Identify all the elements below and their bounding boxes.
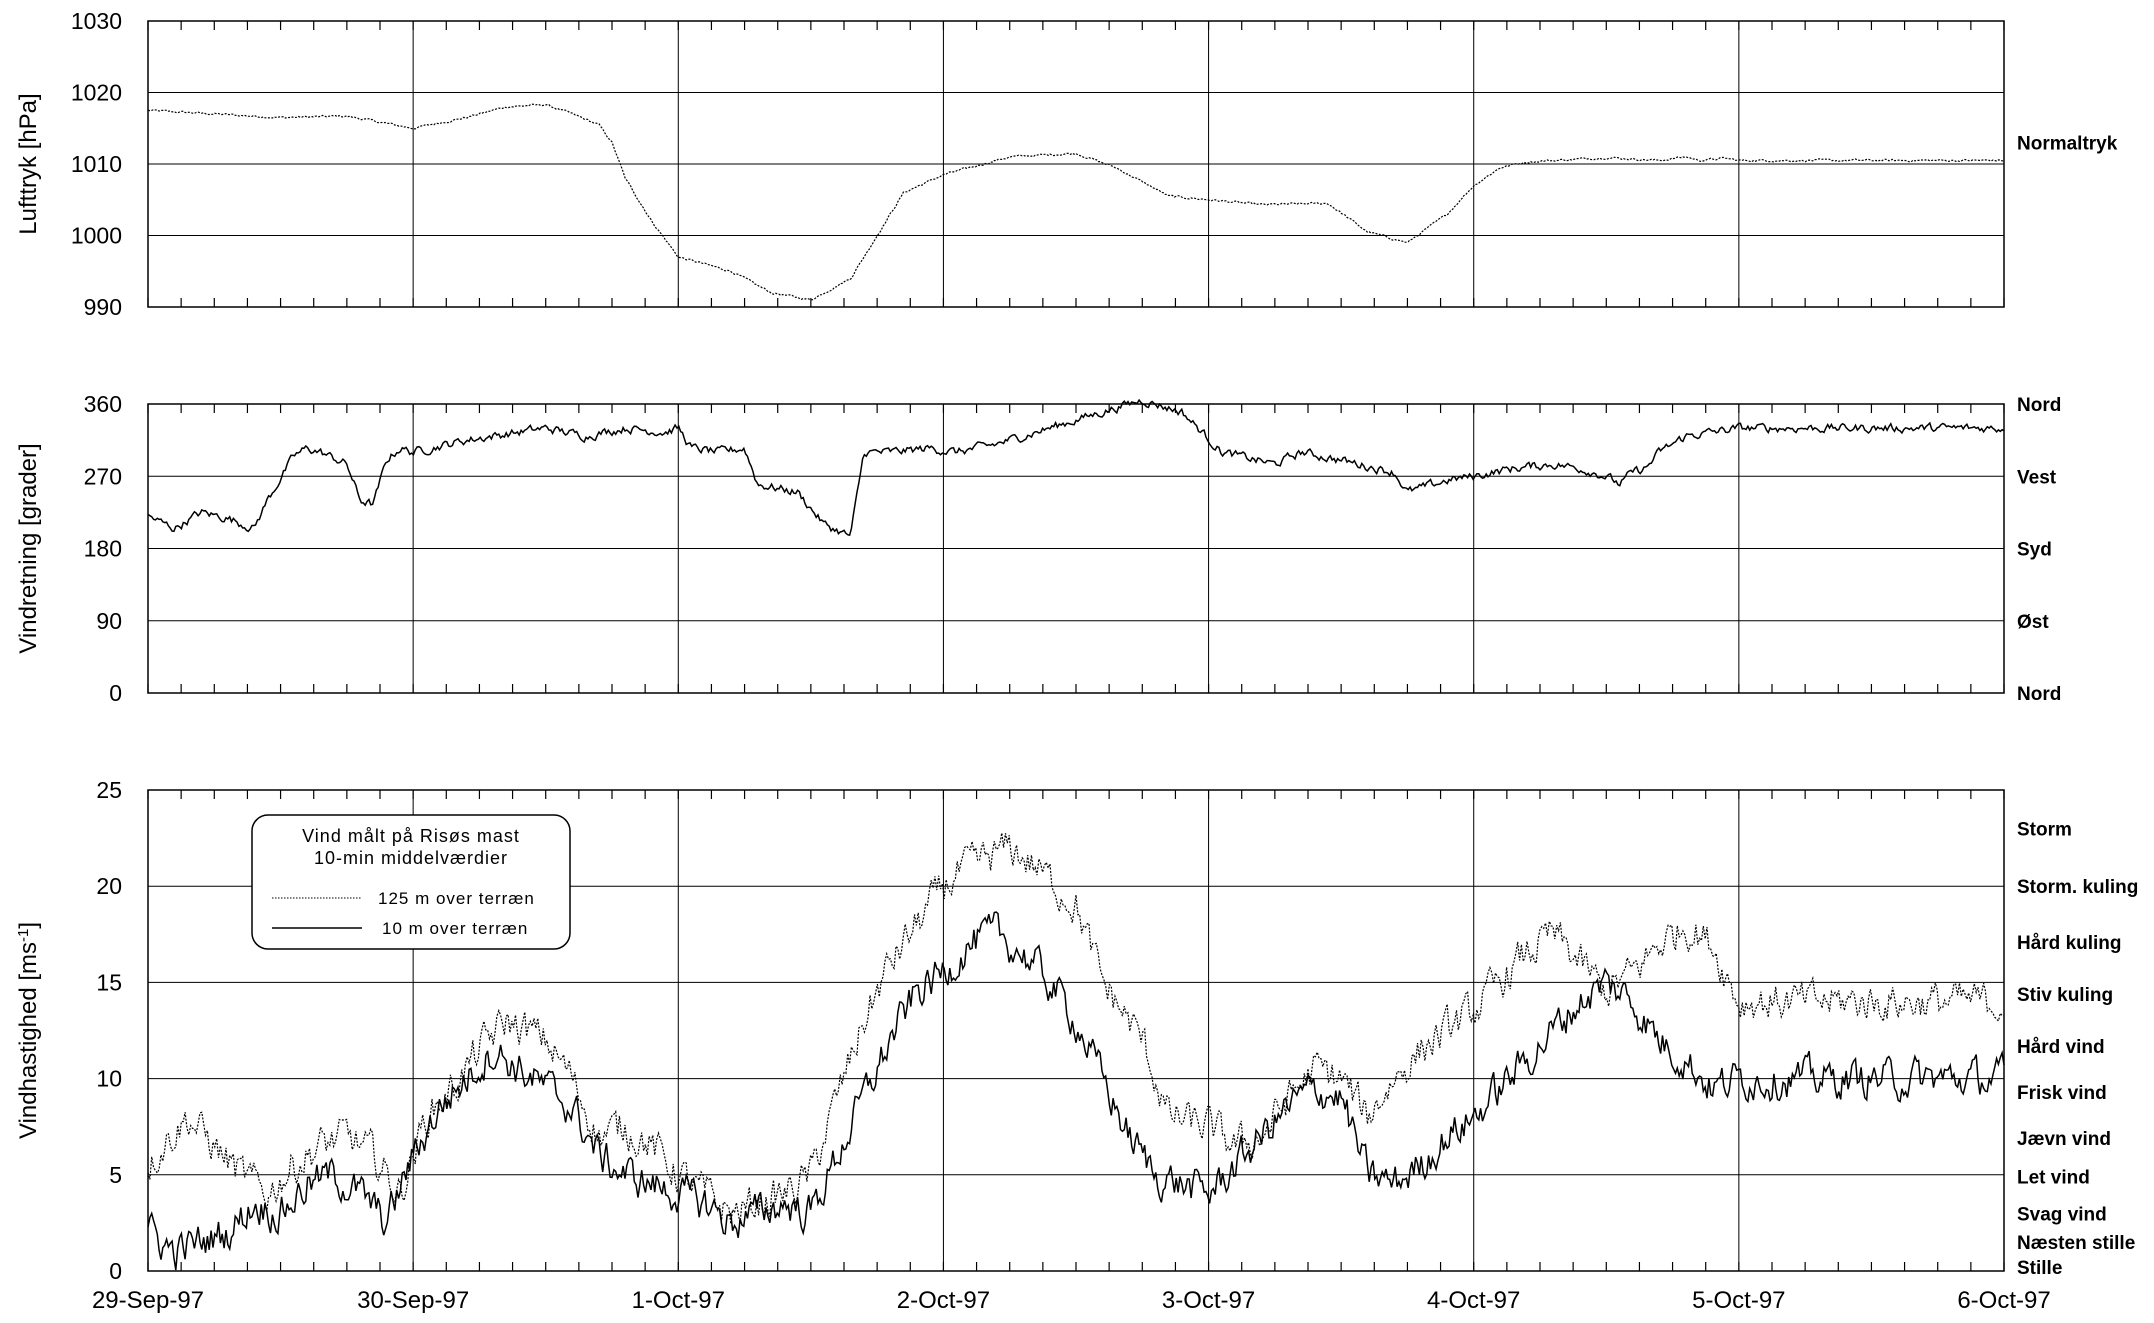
wind-direction-ylabel: Vindretning [grader] xyxy=(15,443,42,653)
wind-speed-panel: 0 5 10 15 20 25 Storm Storm. kuling Hård kuling… xyxy=(15,777,2139,1284)
10-m-over-terr-n-series-line xyxy=(147,911,2005,1271)
legend-title-line-1: Vind målt på Risøs mast xyxy=(302,826,520,846)
pressure-panel: 990 1000 1010 1020 1030 Normaltryk Lufttryk … xyxy=(15,8,2118,320)
right-category-label: Stille xyxy=(2017,1258,2062,1279)
y-tick-label: 1030 xyxy=(71,8,122,34)
right-category-label: Næsten stille xyxy=(2017,1233,2135,1254)
right-category-label: Stiv kuling xyxy=(2017,985,2113,1006)
right-category-label: Øst xyxy=(2017,612,2049,633)
y-tick-label: 1010 xyxy=(71,151,122,177)
right-category-label: Storm. kuling xyxy=(2017,877,2138,898)
wind-speed-legend: Vind målt på Risøs mast 10-min middelvær… xyxy=(251,814,571,950)
panel-0-series-line xyxy=(147,103,2005,301)
y-tick-label: 360 xyxy=(84,391,122,417)
right-category-label: Hård kuling xyxy=(2017,933,2122,954)
legend-box xyxy=(251,814,571,950)
y-tick-label: 5 xyxy=(109,1162,122,1188)
right-category-label: Nord xyxy=(2017,395,2061,416)
legend-label-125m: 125 m over terræn xyxy=(378,889,535,908)
y-tick-label: 180 xyxy=(84,536,122,562)
x-axis-date-labels: 29-Sep-97 30-Sep-97 1-Oct-97 2-Oct-97 3-Oct-… xyxy=(92,1287,2051,1314)
y-tick-label: 0 xyxy=(109,680,122,706)
x-tick-date-label: 6-Oct-97 xyxy=(1957,1287,2050,1314)
y-tick-label: 1020 xyxy=(71,80,122,106)
y-tick-label: 90 xyxy=(96,608,122,634)
y-tick-label: 990 xyxy=(84,294,122,320)
panel-1-series-line xyxy=(147,398,2005,537)
right-category-label: Normaltryk xyxy=(2017,134,2118,155)
pressure-ylabel: Lufttryk [hPa] xyxy=(15,93,42,234)
x-tick-date-label: 3-Oct-97 xyxy=(1162,1287,1255,1314)
x-tick-date-label: 4-Oct-97 xyxy=(1427,1287,1520,1314)
right-category-label: Let vind xyxy=(2017,1168,2090,1189)
x-tick-date-label: 29-Sep-97 xyxy=(92,1287,204,1314)
right-category-label: Syd xyxy=(2017,540,2052,561)
right-category-label: Nord xyxy=(2017,684,2061,705)
wind-speed-ylabel: Vindhastighed [ms-1] xyxy=(15,922,43,1139)
wind-direction-panel: 0 90 180 270 360 Nord Vest Syd Øst Nord Vindretn… xyxy=(15,391,2061,706)
y-tick-label: 10 xyxy=(96,1066,122,1092)
x-tick-date-label: 30-Sep-97 xyxy=(357,1287,469,1314)
right-category-label: Svag vind xyxy=(2017,1204,2107,1225)
legend-title-line-2: 10-min middelværdier xyxy=(314,848,508,868)
y-tick-label: 1000 xyxy=(71,223,122,249)
x-tick-date-label: 2-Oct-97 xyxy=(897,1287,990,1314)
y-tick-label: 25 xyxy=(96,777,122,803)
x-tick-date-label: 1-Oct-97 xyxy=(632,1287,725,1314)
right-category-label: Jævn vind xyxy=(2017,1129,2111,1150)
x-tick-date-label: 5-Oct-97 xyxy=(1692,1287,1785,1314)
y-tick-label: 15 xyxy=(96,969,122,995)
y-tick-label: 0 xyxy=(109,1258,122,1284)
right-category-label: Frisk vind xyxy=(2017,1083,2107,1104)
y-tick-label: 20 xyxy=(96,873,122,899)
right-category-label: Hård vind xyxy=(2017,1037,2105,1058)
right-category-label: Storm xyxy=(2017,819,2072,840)
right-category-label: Vest xyxy=(2017,467,2057,488)
legend-label-10m: 10 m over terræn xyxy=(382,919,528,938)
y-tick-label: 270 xyxy=(84,463,122,489)
